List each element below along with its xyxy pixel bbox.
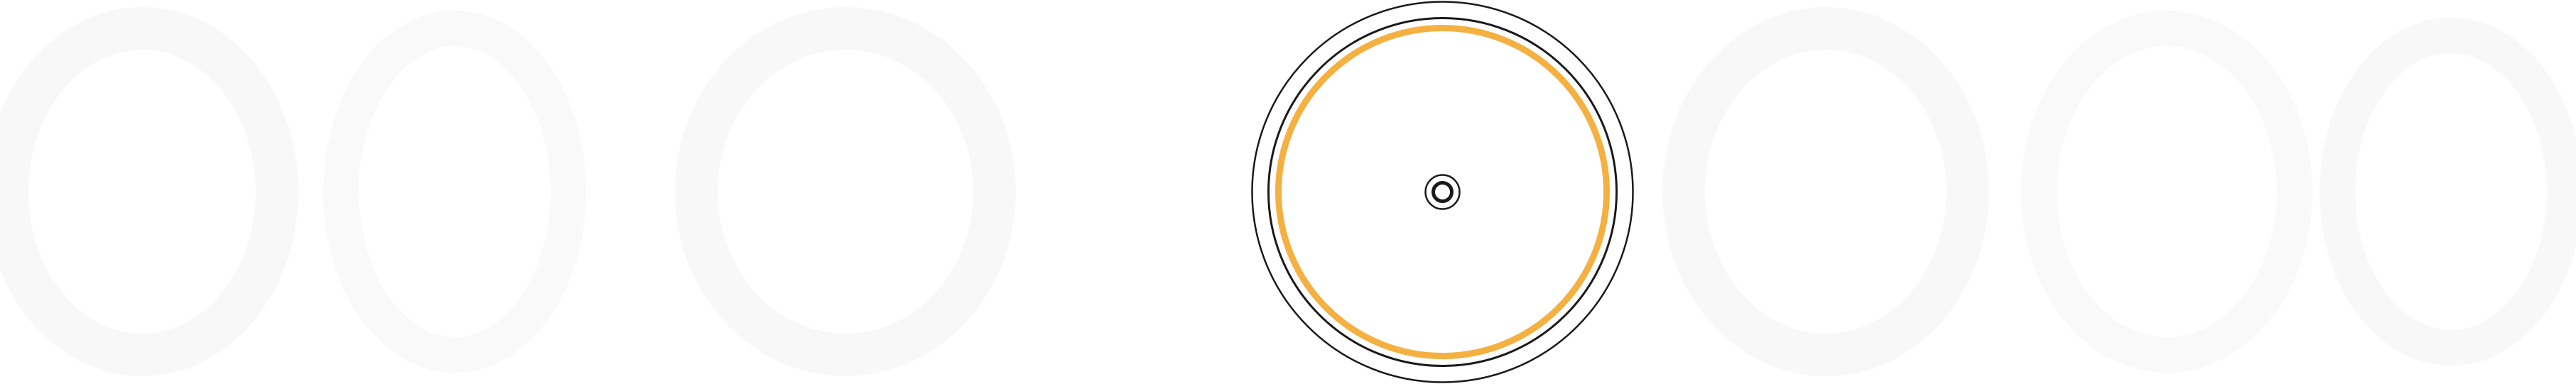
accent-ring (1279, 28, 1607, 356)
center-outer-ring (1426, 175, 1460, 209)
middle-ring (1269, 18, 1617, 366)
outer-ring (1252, 2, 1633, 383)
ghost-background-shapes-left (0, 0, 1208, 384)
concentric-circles-target-icon (1250, 0, 1635, 384)
target[interactable] (1250, 0, 1635, 384)
center-dot-ring (1434, 183, 1452, 202)
ghost-background-shapes-right (1648, 0, 2576, 384)
